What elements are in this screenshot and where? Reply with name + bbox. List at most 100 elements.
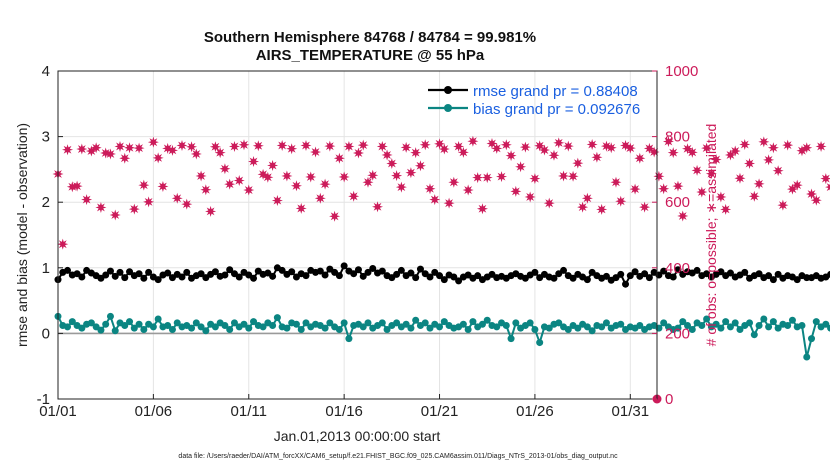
obs-assimilated-point-26 (176, 139, 188, 151)
bias-point-5 (78, 324, 86, 332)
obs-assimilated-point-66 (367, 169, 379, 181)
bias-point-81 (440, 318, 448, 326)
obs-assimilated-point-137 (705, 168, 717, 180)
obs-assimilated-point-58 (329, 210, 341, 222)
rmse-point-56 (321, 271, 329, 279)
bias-point-50 (292, 320, 300, 328)
obs-assimilated-point-158 (806, 188, 818, 200)
bias-point-21 (154, 315, 162, 323)
rmse-point-65 (364, 268, 372, 276)
rmse-point-38 (235, 273, 243, 281)
rmse-point-130 (674, 266, 682, 274)
obs-assimilated-point-48 (281, 170, 293, 182)
obs-assimilated-point-9 (95, 201, 107, 213)
bias-point-28 (188, 324, 196, 332)
bias-point-2 (64, 323, 72, 331)
bias-point-24 (168, 325, 176, 333)
rmse-point-66 (369, 264, 377, 272)
bias-point-85 (459, 320, 467, 328)
obs-assimilated-point-102 (538, 144, 550, 156)
obs-assimilated-point-85 (457, 146, 469, 158)
obs-assimilated-point-136 (701, 142, 713, 154)
bias-point-136 (703, 315, 711, 323)
obs-assimilated-point-148 (758, 136, 770, 148)
obs-assimilated-point-108 (567, 170, 579, 182)
legend-rmse-label: rmse grand pr = 0.88408 (473, 83, 638, 100)
bias-point-11 (106, 312, 114, 320)
bias-point-146 (750, 331, 758, 339)
bias-point-56 (321, 324, 329, 332)
legend-rmse-marker (444, 86, 452, 94)
x-tick-label-3: 01/16 (325, 403, 363, 420)
bias-point-3 (68, 318, 76, 326)
obs-assimilated-point-11 (104, 148, 116, 160)
bias-point-95 (507, 335, 515, 343)
bias-point-153 (784, 322, 792, 330)
obs-assimilated-point-68 (376, 140, 388, 152)
obs-assimilated-point-8 (90, 142, 102, 154)
bias-point-57 (326, 319, 334, 327)
obs-assimilated-point-77 (419, 139, 431, 151)
rmse-point-119 (622, 280, 630, 288)
bias-point-111 (583, 323, 591, 331)
rmse-point-149 (765, 272, 773, 280)
bias-point-105 (555, 319, 563, 327)
x-tick-label-0: 01/01 (39, 403, 77, 420)
rmse-point-106 (560, 266, 568, 274)
obs-assimilated-point-109 (572, 157, 584, 169)
footnote: data file: /Users/raeder/DAI/ATM_forcXX/… (178, 453, 618, 460)
obs-assimilated-point-24 (166, 144, 178, 156)
rmse-point-45 (269, 272, 277, 280)
bias-point-78 (426, 324, 434, 332)
bias-point-48 (283, 324, 291, 332)
obs-assimilated-point-146 (748, 190, 760, 202)
bias-point-96 (512, 319, 520, 327)
obs-assimilated-point-29 (190, 148, 202, 160)
bias-point-23 (164, 322, 172, 330)
bias-point-43 (259, 323, 267, 331)
obs-assimilated-point-130 (672, 180, 684, 192)
obs-assimilated-point-149 (763, 154, 775, 166)
rmse-point-111 (583, 276, 591, 284)
rmse-point-84 (455, 277, 463, 285)
rmse-point-33 (211, 268, 219, 276)
obs-assimilated-point-122 (634, 152, 646, 164)
x-tick-label-1: 01/06 (135, 403, 173, 420)
legend-bias-marker (444, 104, 452, 112)
y-right-tick-label-5: 1000 (665, 63, 698, 80)
obs-assimilated-point-34 (214, 147, 226, 159)
obs-assimilated-point-20 (147, 136, 159, 148)
bias-point-7 (87, 319, 95, 327)
obs-assimilated-point-6 (81, 194, 93, 206)
obs-assimilated-point-95 (505, 150, 517, 162)
obs-assimilated-point-22 (157, 180, 169, 192)
rmse-point-19 (145, 268, 153, 276)
obs-assimilated-point-133 (686, 146, 698, 158)
bias-point-132 (684, 322, 692, 330)
obs-assimilated-point-18 (138, 179, 150, 191)
obs-assimilated-point-107 (562, 140, 574, 152)
rmse-point-72 (397, 266, 405, 274)
rmse-point-108 (569, 274, 577, 282)
obs-assimilated-point-36 (224, 178, 236, 190)
bias-point-12 (111, 327, 119, 335)
obs-assimilated-point-13 (114, 140, 126, 152)
rmse-point-59 (335, 272, 343, 280)
bias-point-154 (788, 316, 796, 324)
obs-assimilated-point-65 (362, 176, 374, 188)
bias-point-92 (493, 323, 501, 331)
bias-point-159 (812, 318, 820, 326)
obs-assimilated-point-103 (543, 197, 555, 209)
obs-assimilated-point-31 (200, 184, 212, 196)
obs-assimilated-point-81 (438, 143, 450, 155)
legend: rmse grand pr = 0.88408 bias grand pr = … (428, 83, 640, 118)
obs-assimilated-point-94 (500, 139, 512, 151)
obs-assimilated-point-62 (348, 190, 360, 202)
bias-point-118 (617, 320, 625, 328)
bias-point-37 (230, 319, 238, 327)
y-right-axis-label: # of obs: o=possible; ∗=assimilated (703, 124, 719, 347)
rmse-point-52 (302, 272, 310, 280)
rmse-point-78 (426, 273, 434, 281)
rmse-point-68 (378, 267, 386, 275)
y-tick-label-3: 2 (42, 194, 50, 211)
